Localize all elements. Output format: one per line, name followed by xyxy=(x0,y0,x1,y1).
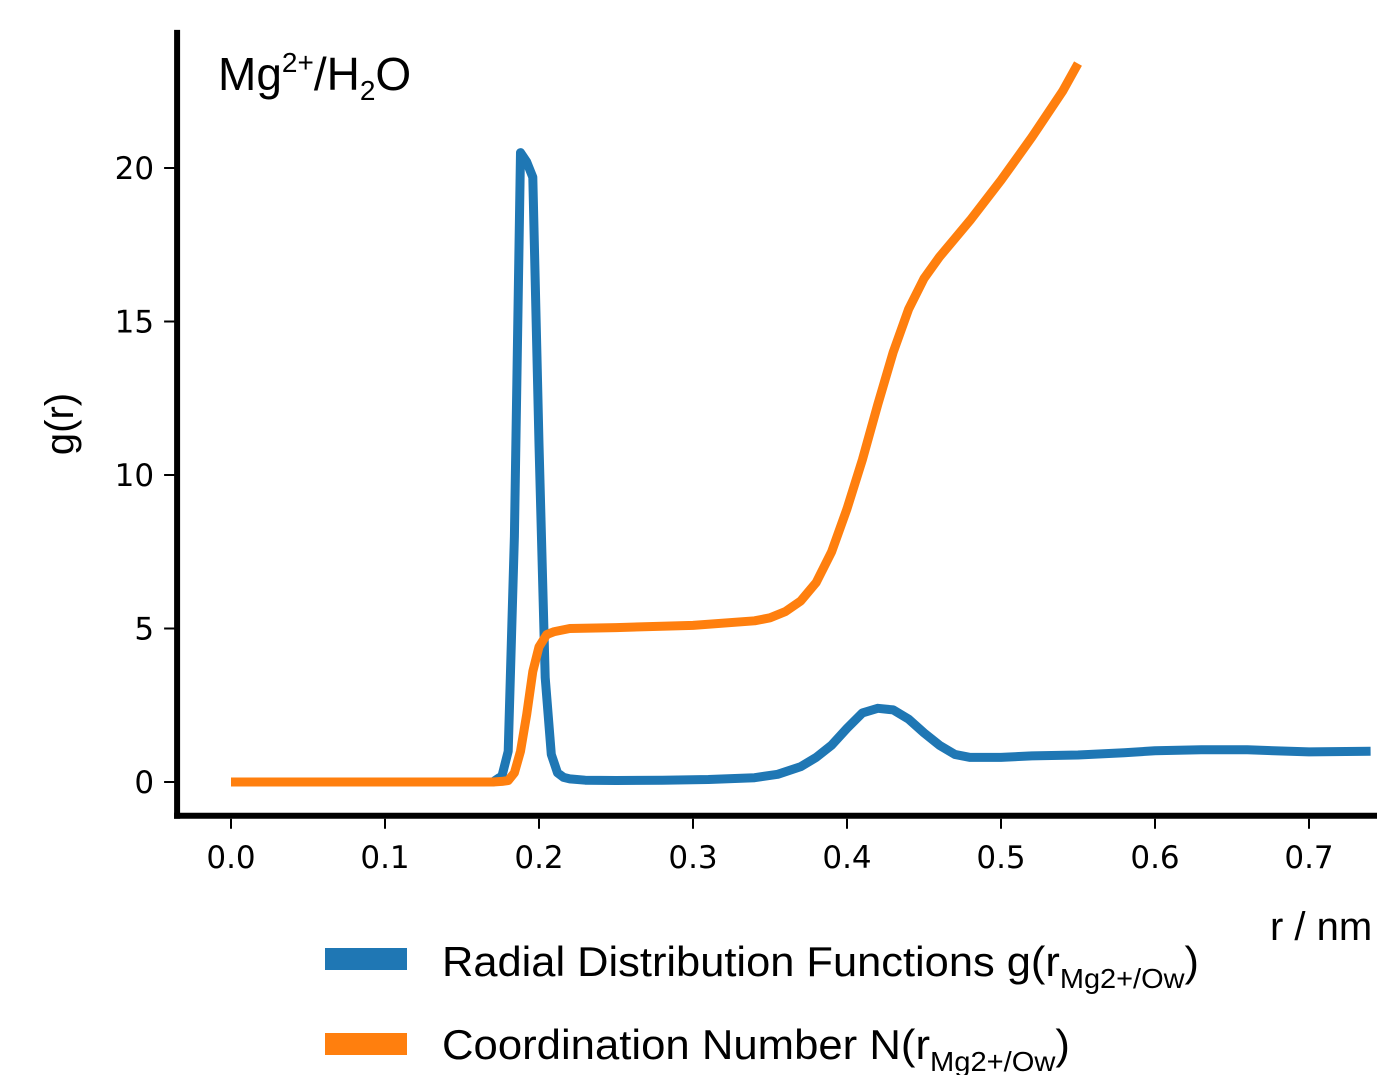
x-axis-title: r / nm xyxy=(1270,905,1372,949)
legend: Radial Distribution Functions g(r Mg2+/Ow… xyxy=(325,938,1199,1075)
legend-rdf-suffix: ) xyxy=(1185,938,1199,985)
legend-label-cn: Coordination Number N(r Mg2+/Ow) xyxy=(442,1021,1070,1075)
x-tick-label: 0.1 xyxy=(360,840,409,876)
y-tick-label: 5 xyxy=(134,612,154,648)
plot-area xyxy=(231,61,1371,787)
panel-label-sup: 2+ xyxy=(282,47,314,78)
panel-label: Mg2+/H2O xyxy=(218,47,411,106)
x-tick-label: 0.7 xyxy=(1284,840,1333,876)
y-tick-label: 20 xyxy=(115,151,154,187)
legend-label-rdf: Radial Distribution Functions g(r Mg2+/Ow… xyxy=(442,938,1199,994)
legend-cn-sub: Mg2+/Ow xyxy=(930,1046,1056,1075)
y-tick-label: 0 xyxy=(134,765,154,801)
axes: 0.0 0.1 0.2 0.3 0.4 0.5 0.6 0.7 0 5 10 15 20 xyxy=(115,29,1377,876)
series-line-rdf xyxy=(231,148,1371,787)
x-tick-label: 0.3 xyxy=(668,840,717,876)
series-line-coordination-number xyxy=(231,61,1082,787)
panel-label-mid: /H xyxy=(314,48,360,100)
x-tick-label: 0.2 xyxy=(514,840,563,876)
series-layer xyxy=(231,61,1371,787)
x-tick-label: 0.5 xyxy=(976,840,1025,876)
panel-label-sub: 2 xyxy=(360,75,376,106)
legend-swatch-rdf xyxy=(325,948,407,970)
y-tick-label: 10 xyxy=(115,458,154,494)
y-ticks: 0 5 10 15 20 xyxy=(115,151,176,801)
panel-label-end: O xyxy=(375,48,411,100)
legend-rdf-name: Radial Distribution Functions g(r xyxy=(442,938,1060,985)
x-tick-label: 0.4 xyxy=(822,840,871,876)
y-axis-title: g(r) xyxy=(38,393,82,455)
x-tick-label: 0.6 xyxy=(1130,840,1179,876)
legend-cn-suffix: ) xyxy=(1055,1021,1070,1068)
x-ticks: 0.0 0.1 0.2 0.3 0.4 0.5 0.6 0.7 xyxy=(206,818,1334,876)
x-tick-label: 0.0 xyxy=(206,840,255,876)
panel-label-base: Mg xyxy=(218,48,282,100)
legend-swatch-cn xyxy=(325,1033,407,1055)
y-tick-label: 15 xyxy=(115,305,154,341)
legend-rdf-sub: Mg2+/Ow xyxy=(1060,963,1185,994)
legend-cn-name: Coordination Number N(r xyxy=(442,1021,930,1068)
